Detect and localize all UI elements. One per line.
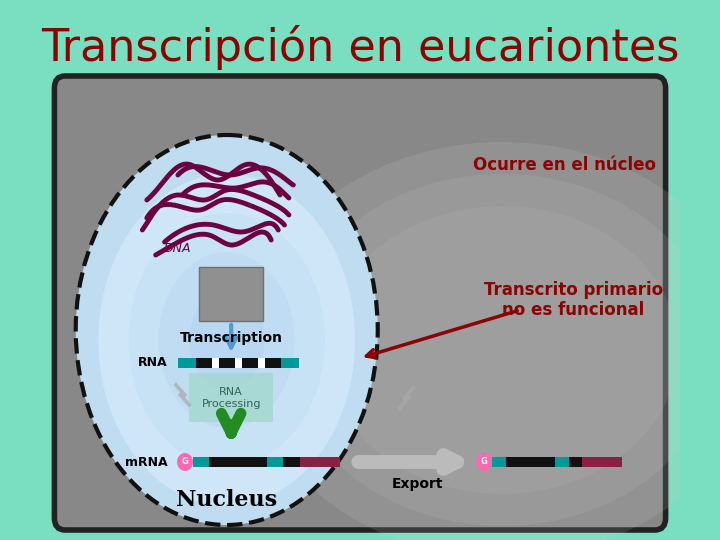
FancyBboxPatch shape xyxy=(199,267,264,321)
Bar xyxy=(242,358,258,368)
Text: RNA: RNA xyxy=(138,356,167,369)
Circle shape xyxy=(477,453,492,471)
Bar xyxy=(555,457,569,467)
Text: DNA: DNA xyxy=(164,241,192,254)
Ellipse shape xyxy=(76,135,378,525)
Bar xyxy=(397,395,411,410)
Bar xyxy=(492,457,505,467)
Bar xyxy=(266,457,283,467)
Text: Export: Export xyxy=(392,477,444,491)
Bar xyxy=(219,358,235,368)
Text: mRNA: mRNA xyxy=(125,456,167,469)
Text: Ocurre en el núcleo: Ocurre en el núcleo xyxy=(473,156,656,174)
Bar xyxy=(283,457,300,467)
Bar xyxy=(300,457,341,467)
Bar xyxy=(505,457,585,467)
Text: Transcription: Transcription xyxy=(180,331,283,345)
Bar xyxy=(281,358,299,368)
Ellipse shape xyxy=(159,252,294,428)
Bar xyxy=(235,358,242,368)
FancyBboxPatch shape xyxy=(189,373,273,422)
Ellipse shape xyxy=(189,291,264,389)
Bar xyxy=(193,457,209,467)
Bar xyxy=(209,457,293,467)
Text: Transcripción en eucariontes: Transcripción en eucariontes xyxy=(41,25,679,71)
Text: Nucleus: Nucleus xyxy=(176,489,277,511)
Bar xyxy=(258,358,265,368)
Ellipse shape xyxy=(287,174,717,526)
Bar xyxy=(174,382,187,398)
Circle shape xyxy=(177,453,193,471)
Bar xyxy=(178,358,196,368)
Bar xyxy=(265,358,281,368)
Bar xyxy=(178,392,192,408)
Text: RNA
Processing: RNA Processing xyxy=(202,387,261,409)
Ellipse shape xyxy=(248,142,720,540)
FancyBboxPatch shape xyxy=(55,76,665,530)
Ellipse shape xyxy=(129,213,325,467)
Bar xyxy=(196,358,212,368)
Bar xyxy=(212,358,219,368)
Bar xyxy=(582,457,622,467)
Text: G: G xyxy=(181,457,189,467)
Ellipse shape xyxy=(99,174,355,506)
Text: Transcrito primario
no es funcional: Transcrito primario no es funcional xyxy=(484,281,663,319)
Ellipse shape xyxy=(326,206,678,494)
Bar xyxy=(402,385,416,401)
Bar xyxy=(569,457,582,467)
Text: G: G xyxy=(481,457,488,467)
